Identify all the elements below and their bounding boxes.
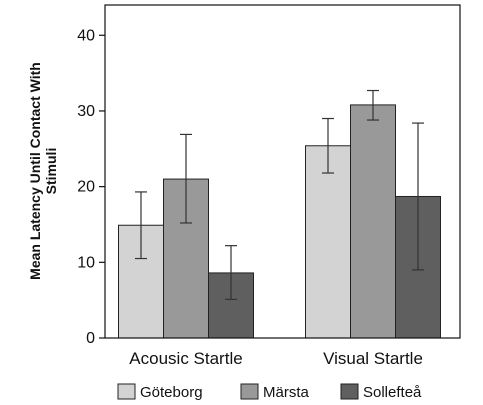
bar	[305, 145, 351, 339]
y-tick-label: 0	[86, 330, 95, 347]
legend-label: Göteborg	[140, 384, 203, 401]
y-axis-label-line: Stimuli	[43, 148, 59, 195]
x-category-label: Visual Startle	[323, 349, 423, 368]
plot-frame	[104, 4, 461, 339]
y-axis-label: Mean Latency Until Contact WithStimuli	[27, 62, 59, 280]
bar	[350, 104, 396, 339]
axis-layer: 0 10 20 30 40	[77, 4, 461, 347]
y-tick-label: 20	[77, 179, 95, 196]
y-tick-label: 40	[77, 27, 95, 44]
legend-swatch	[117, 383, 136, 400]
legend-swatch	[340, 383, 359, 400]
y-tick-label: 30	[77, 103, 95, 120]
plot-layer	[118, 89, 441, 339]
y-axis-label-line: Mean Latency Until Contact With	[27, 62, 43, 280]
label-layer: Mean Latency Until Contact WithStimuli Ac…	[27, 62, 423, 368]
y-tick-label: 10	[77, 254, 95, 271]
x-category-label: Acousic Startle	[129, 349, 242, 368]
legend: Göteborg Märsta Sollefteå	[117, 383, 422, 401]
legend-swatch	[240, 383, 259, 400]
legend-label: Sollefteå	[363, 384, 422, 401]
legend-label: Märsta	[263, 384, 310, 401]
